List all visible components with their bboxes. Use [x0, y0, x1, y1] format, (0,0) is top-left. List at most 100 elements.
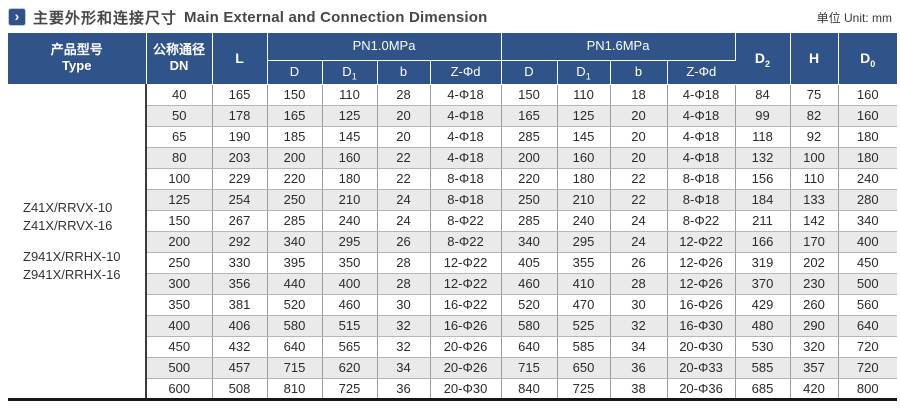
dimension-cell: 720 [838, 357, 897, 379]
dimension-cell: 300 [146, 273, 213, 295]
dimension-cell: 36 [377, 378, 431, 399]
dimension-cell: 180 [838, 147, 897, 169]
dimension-cell: 26 [610, 252, 668, 274]
dimension-cell: 22 [610, 168, 668, 190]
model-name: Z941X/RRHX-10 [23, 248, 121, 264]
dimension-cell: 26 [377, 231, 431, 253]
dimension-cell: 640 [838, 315, 897, 337]
dimension-cell: 110 [557, 84, 611, 106]
dimension-cell: 165 [501, 105, 558, 127]
dimension-cell: 32 [610, 315, 668, 337]
table-row: 250 330 395 350 28 12-Φ22 405 355 26 12-Φ26 319 202… [8, 252, 897, 274]
dimension-cell: 357 [790, 357, 839, 379]
dimension-cell: 8-Φ18 [667, 189, 736, 211]
dimension-cell: 20 [610, 126, 668, 148]
dimension-cell: 166 [735, 231, 791, 253]
dimension-cell: 4-Φ18 [430, 147, 502, 169]
dimension-cell: 350 [322, 252, 378, 274]
dimension-cell: 229 [212, 168, 268, 190]
dimension-cell: 118 [735, 126, 791, 148]
dimension-cell: 28 [377, 273, 431, 295]
dimension-cell: 142 [790, 210, 839, 232]
dimension-cell: 110 [322, 84, 378, 106]
dimension-cell: 38 [610, 378, 668, 399]
col-header-d2: D2 [735, 33, 791, 85]
dimension-cell: 400 [322, 273, 378, 295]
dimension-cell: 200 [146, 231, 213, 253]
dimension-cell: 400 [838, 231, 897, 253]
dimension-cell: 230 [790, 273, 839, 295]
dimension-cell: 165 [267, 105, 323, 127]
col-header-dn-en: DN [169, 58, 189, 74]
dimension-cell: 410 [557, 273, 611, 295]
unit-label: 单位 Unit: mm [816, 10, 892, 25]
table-row: 400 406 580 515 32 16-Φ26 580 525 32 16-Φ30 480 290… [8, 315, 897, 337]
dimension-cell: 30 [610, 294, 668, 316]
dimension-cell: 30 [377, 294, 431, 316]
dimension-cell: 80 [146, 147, 213, 169]
dimension-cell: 34 [610, 336, 668, 358]
dimension-cell: 100 [790, 147, 839, 169]
dimension-cell: 16-Φ26 [430, 315, 502, 337]
model-name: Z41X/RRVX-10 [23, 199, 113, 215]
dimension-cell: 125 [322, 105, 378, 127]
dimension-cell: 24 [377, 210, 431, 232]
dimension-cell: 82 [790, 105, 839, 127]
dimension-cell: 34 [377, 357, 431, 379]
dimension-cell: 50 [146, 105, 213, 127]
dimension-cell: 156 [735, 168, 791, 190]
dimension-cell: 500 [146, 357, 213, 379]
dimension-cell: 75 [790, 84, 839, 106]
dimension-cell: 20-Φ30 [430, 378, 502, 399]
dimension-cell: 160 [838, 84, 897, 106]
dimension-cell: 580 [501, 315, 558, 337]
dimension-cell: 240 [557, 210, 611, 232]
col-header-h: H [790, 33, 839, 85]
dimension-cell: 356 [212, 273, 268, 295]
section-arrow-icon: › [8, 8, 26, 26]
dimension-cell: 20-Φ26 [430, 357, 502, 379]
dimension-cell: 395 [267, 252, 323, 274]
dimension-cell: 810 [267, 378, 323, 399]
dimension-cell: 20 [610, 105, 668, 127]
dimension-cell: 202 [790, 252, 839, 274]
col-header-pn10-zd: Z-Φd [430, 60, 502, 85]
dimension-cell: 520 [267, 294, 323, 316]
dimension-cell: 20-Φ36 [667, 378, 736, 399]
dimension-cell: 12-Φ26 [667, 252, 736, 274]
dimension-cell: 460 [322, 294, 378, 316]
dimension-cell: 240 [838, 168, 897, 190]
dimension-cell: 22 [377, 147, 431, 169]
dimension-cell: 295 [557, 231, 611, 253]
dimension-cell: 320 [790, 336, 839, 358]
dimension-cell: 620 [322, 357, 378, 379]
dimension-cell: 285 [501, 126, 558, 148]
dimension-cell: 520 [501, 294, 558, 316]
dimension-cell: 132 [735, 147, 791, 169]
col-header-type-zh: 产品型号 [50, 42, 103, 57]
dimension-cell: 150 [267, 84, 323, 106]
table-row: 600 508 810 725 36 20-Φ30 840 725 38 20-Φ36 685 420… [8, 378, 897, 399]
dimension-cell: 240 [322, 210, 378, 232]
dimension-cell: 725 [322, 378, 378, 399]
dimension-cell: 99 [735, 105, 791, 127]
dimension-cell: 16-Φ30 [667, 315, 736, 337]
dimension-cell: 180 [322, 168, 378, 190]
table-row: 65 190 185 145 20 4-Φ18 285 145 20 4-Φ18 118 92 180 [8, 126, 897, 148]
dimension-cell: 8-Φ18 [430, 189, 502, 211]
dimension-cell: 133 [790, 189, 839, 211]
col-header-pn10-b: b [377, 60, 431, 85]
dimension-cell: 8-Φ22 [430, 210, 502, 232]
dimension-cell: 178 [212, 105, 268, 127]
dimension-cell: 254 [212, 189, 268, 211]
dimension-cell: 285 [501, 210, 558, 232]
dimension-cell: 285 [267, 210, 323, 232]
dimension-cell: 250 [267, 189, 323, 211]
dimension-cell: 8-Φ18 [430, 168, 502, 190]
dimension-cell: 4-Φ18 [430, 105, 502, 127]
col-header-l: L [212, 33, 268, 85]
dimension-cell: 20 [377, 126, 431, 148]
section-title-zh: 主要外形和连接尺寸 [33, 9, 178, 27]
dimension-cell: 585 [735, 357, 791, 379]
dimension-cell: 210 [557, 189, 611, 211]
